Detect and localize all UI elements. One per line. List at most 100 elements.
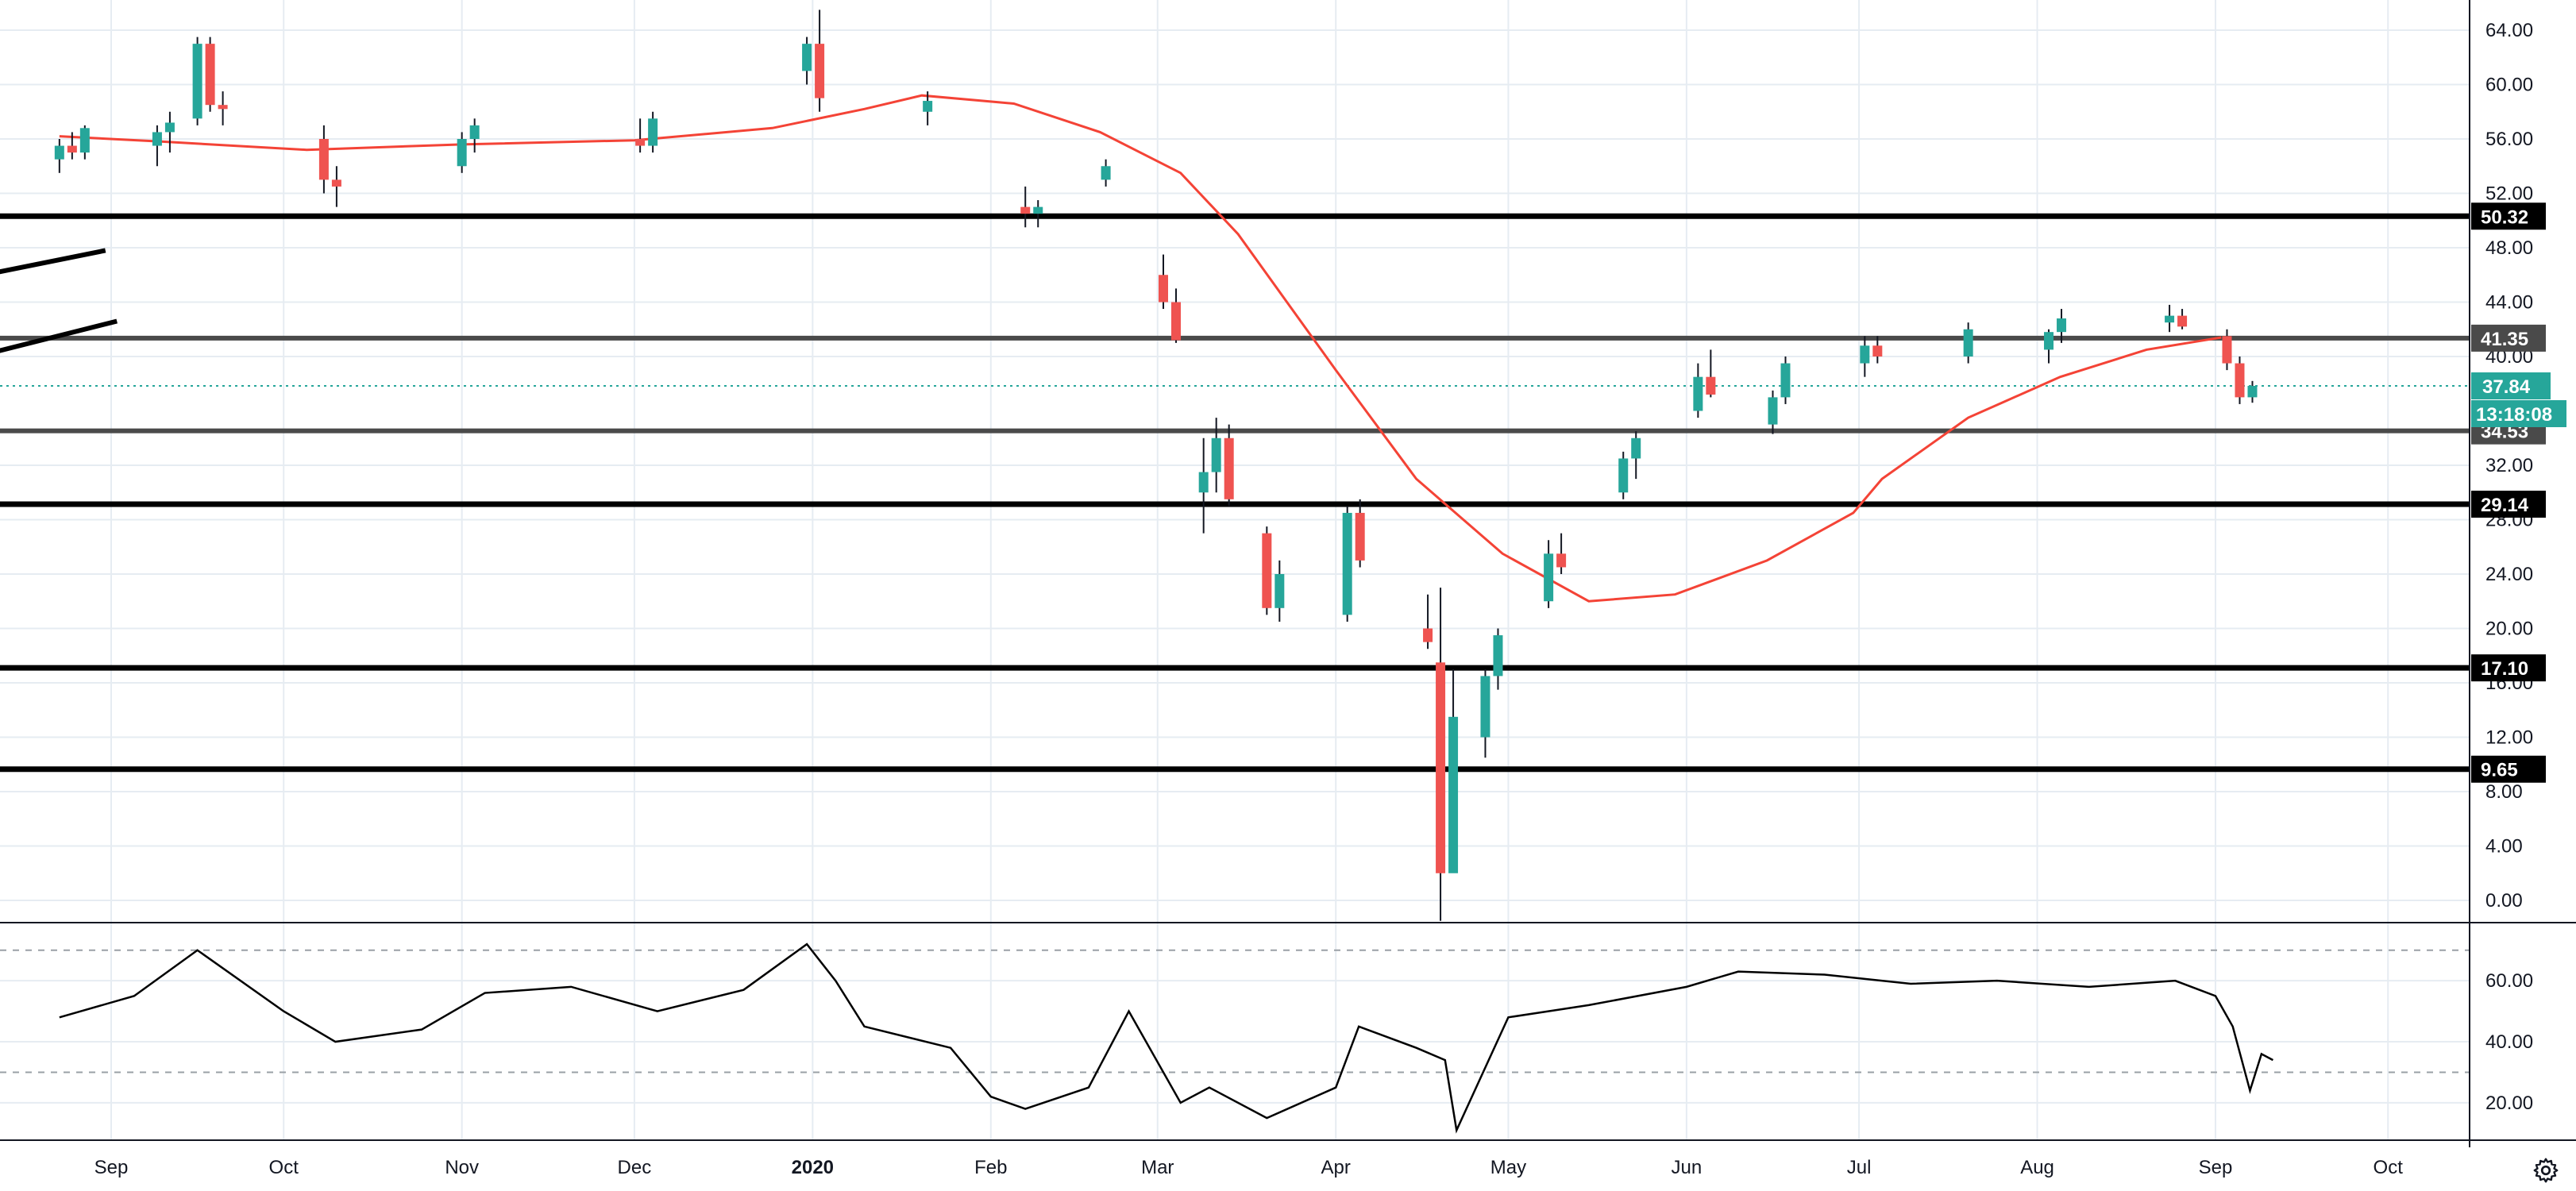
x-tick-label: Sep xyxy=(2199,1157,2233,1178)
y-tick-label: 8.00 xyxy=(2485,781,2523,803)
level-tag xyxy=(2471,654,2546,682)
candle-body xyxy=(815,44,825,98)
candle-body xyxy=(2165,315,2175,323)
level-tag-label: 17.10 xyxy=(2481,658,2528,680)
x-tick-label: Sep xyxy=(94,1157,129,1178)
x-tick-label: Dec xyxy=(618,1157,652,1178)
candle-body xyxy=(1480,676,1490,738)
x-tick-label: May xyxy=(1490,1157,1526,1178)
trendline xyxy=(0,248,106,275)
candle-body xyxy=(1706,376,1716,395)
countdown-tag xyxy=(2471,399,2566,427)
candle-body xyxy=(1872,345,1883,357)
x-tick-label: Jun xyxy=(1672,1157,1703,1178)
y-tick-label: 52.00 xyxy=(2485,183,2533,205)
candle-body xyxy=(218,105,228,110)
y-tick-label: 4.00 xyxy=(2485,836,2523,858)
candle-body xyxy=(2235,363,2245,398)
candle-body xyxy=(1693,376,1703,411)
candle-body xyxy=(1159,275,1168,303)
y-tick-label: 44.00 xyxy=(2485,292,2533,314)
candle-body xyxy=(1262,533,1272,608)
x-tick-label: Mar xyxy=(1141,1157,1174,1178)
candle-body xyxy=(2222,336,2232,364)
x-tick-label: Oct xyxy=(2374,1157,2404,1178)
candle-body xyxy=(1020,206,1031,214)
x-tick-label: Oct xyxy=(269,1157,299,1178)
candle-body xyxy=(318,139,329,180)
ma-line xyxy=(59,94,2222,603)
candle-body xyxy=(1101,166,1111,180)
candle-body xyxy=(1224,437,1234,499)
candle-body xyxy=(469,125,480,139)
candle-body xyxy=(1618,458,1629,493)
candle-body xyxy=(1780,363,1791,398)
candle-body xyxy=(54,145,64,160)
x-tick-label: Nov xyxy=(445,1157,479,1178)
price-tags: 50.3241.3534.5329.1417.109.6537.8413:18:… xyxy=(2471,202,2566,783)
candle-body xyxy=(1860,345,1870,364)
candle-body xyxy=(152,132,162,146)
countdown-label: 13:18:08 xyxy=(2476,404,2552,426)
level-tag-label: 50.32 xyxy=(2481,206,2528,228)
y-tick-label: 56.00 xyxy=(2485,129,2533,150)
moving-average xyxy=(59,94,2222,603)
candle-body xyxy=(635,139,646,146)
candle-body xyxy=(1493,635,1503,676)
candle-body xyxy=(1544,553,1554,602)
x-tick-label: Jul xyxy=(1847,1157,1872,1178)
y-tick-label: 60.00 xyxy=(2485,75,2533,96)
level-tag xyxy=(2471,202,2546,230)
candle-body xyxy=(1198,472,1209,493)
candle-body xyxy=(1211,437,1221,472)
candle-body xyxy=(79,128,90,153)
candle-body xyxy=(1556,553,1567,568)
candle-body xyxy=(802,44,812,71)
rsi-line xyxy=(59,942,2273,1134)
y-tick-label: 0.00 xyxy=(2485,890,2523,912)
candle-body xyxy=(1342,512,1352,615)
trendlines[interactable] xyxy=(0,248,118,434)
candle-body xyxy=(192,44,202,119)
candle-body xyxy=(205,44,215,106)
candle-body xyxy=(1436,662,1446,873)
last-price-label: 37.84 xyxy=(2482,376,2531,398)
gear-icon[interactable] xyxy=(2532,1156,2560,1185)
candle-body xyxy=(1768,397,1778,425)
y-tick-label: 12.00 xyxy=(2485,727,2533,749)
trendline xyxy=(0,318,118,353)
level-tag xyxy=(2471,755,2546,783)
y-tick-label: 32.00 xyxy=(2485,455,2533,476)
candle-body xyxy=(1275,574,1285,608)
grid xyxy=(0,0,2470,1139)
candle-body xyxy=(164,122,175,133)
candle-body xyxy=(2247,385,2258,398)
candle-body xyxy=(923,101,933,112)
candle-body xyxy=(2177,315,2188,327)
rsi-tick-label: 20.00 xyxy=(2485,1093,2533,1114)
x-tick-label: Aug xyxy=(2020,1157,2054,1178)
level-tag-label: 9.65 xyxy=(2481,760,2518,781)
candle-body xyxy=(1423,628,1433,642)
y-tick-label: 64.00 xyxy=(2485,20,2533,41)
level-tag xyxy=(2471,324,2546,352)
level-tag-label: 41.35 xyxy=(2481,329,2528,350)
horizontal-levels[interactable] xyxy=(0,213,2470,773)
y-tick-label: 20.00 xyxy=(2485,619,2533,640)
last-price-tag xyxy=(2471,372,2551,399)
candle-body xyxy=(1355,512,1365,561)
level-tag xyxy=(2471,490,2546,518)
rsi-pane xyxy=(0,942,2470,1134)
level-tag-label: 29.14 xyxy=(2481,495,2529,516)
y-tick-label: 24.00 xyxy=(2485,564,2533,585)
candle-body xyxy=(1171,302,1181,341)
candle-body xyxy=(457,139,467,167)
y-tick-label: 48.00 xyxy=(2485,237,2533,259)
candle-body xyxy=(67,145,77,153)
candle-body xyxy=(1631,437,1641,459)
x-tick-label: Apr xyxy=(1321,1157,1351,1178)
rsi-tick-label: 40.00 xyxy=(2485,1031,2533,1053)
candle-body xyxy=(1033,206,1043,214)
